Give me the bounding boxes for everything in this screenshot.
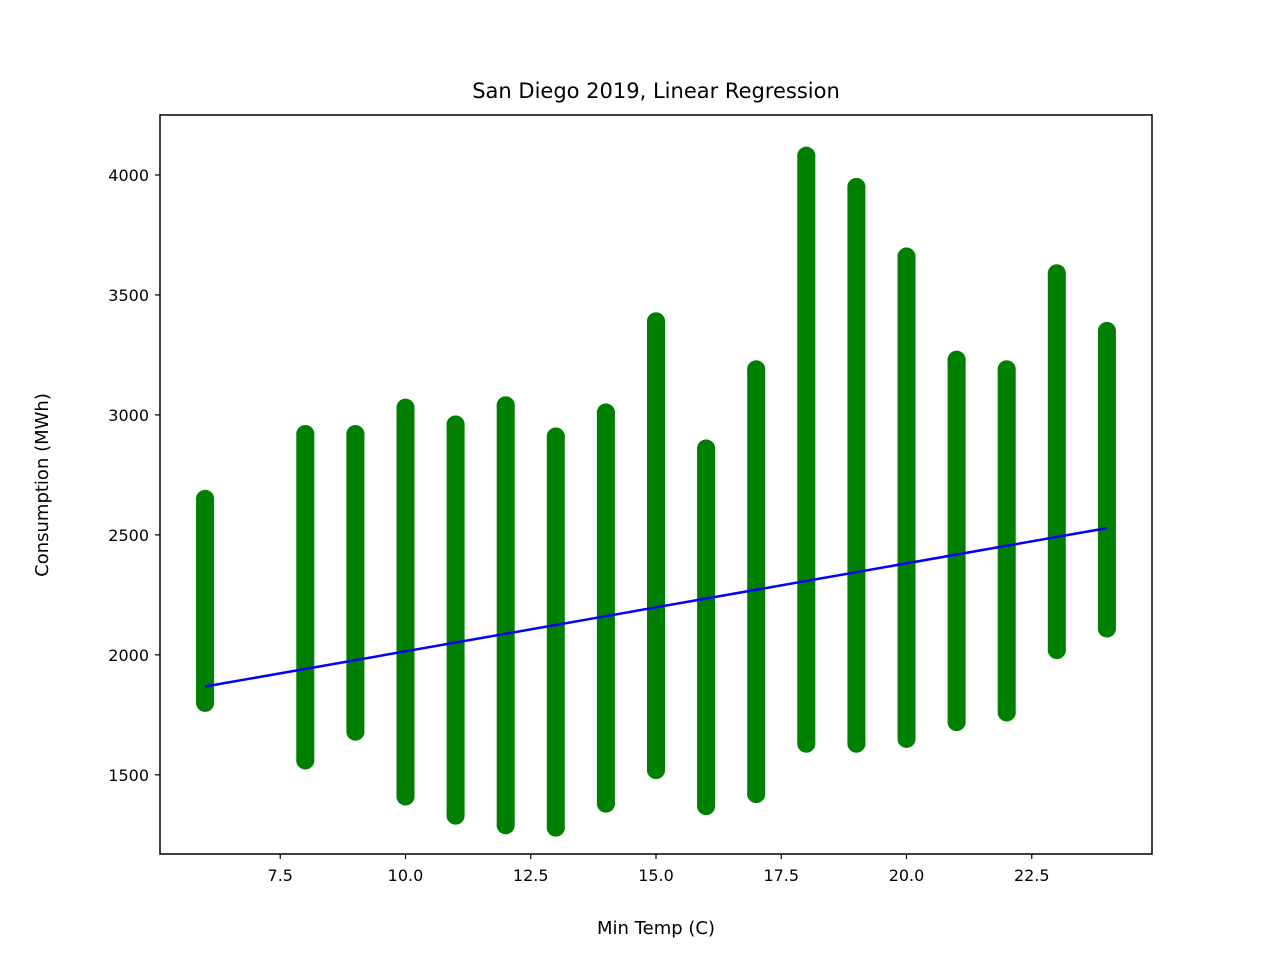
data-point (1097, 619, 1116, 638)
data-point (446, 806, 465, 825)
x-axis-ticks: 7.5 10.0 12.5 15.0 17.5 20.0 22.5 (268, 854, 1050, 885)
point-column (1047, 264, 1066, 660)
point-column (747, 360, 766, 804)
data-point (396, 787, 415, 806)
regression-line (204, 526, 1108, 688)
y-tick-label: 1500 (108, 766, 149, 785)
data-point (697, 439, 716, 458)
data-point (346, 425, 365, 444)
point-column (1097, 321, 1116, 638)
data-point (296, 425, 315, 444)
x-tick-label: 12.5 (513, 866, 549, 885)
x-tick-label: 7.5 (268, 866, 293, 885)
data-point (997, 703, 1016, 722)
y-tick-label: 3000 (108, 406, 149, 425)
data-point (1097, 321, 1116, 340)
data-point (596, 794, 615, 813)
point-column (496, 396, 515, 835)
data-point (947, 350, 966, 369)
data-point (797, 734, 816, 753)
x-tick-label: 20.0 (889, 866, 925, 885)
data-point (446, 415, 465, 434)
data-point (1047, 641, 1066, 660)
data-point (546, 818, 565, 837)
data-point (496, 816, 515, 835)
point-column (196, 489, 215, 712)
data-point (596, 403, 615, 422)
plot-marks (196, 146, 1116, 837)
data-point (847, 734, 866, 753)
point-column (296, 425, 315, 770)
data-point (697, 797, 716, 816)
y-axis-label: Consumption (MWh) (32, 393, 53, 577)
data-point (997, 360, 1016, 379)
point-column (697, 439, 716, 816)
data-point (296, 751, 315, 770)
point-column (647, 312, 665, 780)
data-point (897, 729, 916, 748)
point-column (446, 415, 465, 825)
data-point (1047, 264, 1066, 283)
data-point (647, 761, 665, 780)
data-point (396, 398, 415, 417)
data-point (947, 713, 966, 732)
data-point (847, 177, 866, 196)
point-column (997, 360, 1016, 722)
point-column (546, 427, 565, 837)
x-tick-label: 10.0 (388, 866, 424, 885)
x-tick-label: 15.0 (638, 866, 674, 885)
x-axis-label: Min Temp (C) (597, 918, 715, 939)
data-point (546, 427, 565, 446)
y-tick-label: 4000 (108, 166, 149, 185)
data-point (797, 146, 816, 165)
data-point (747, 360, 766, 379)
data-point (897, 247, 916, 266)
point-column (596, 403, 615, 813)
y-tick-label: 2500 (108, 526, 149, 545)
x-tick-label: 22.5 (1014, 866, 1050, 885)
data-point (647, 312, 665, 331)
chart-title: San Diego 2019, Linear Regression (472, 79, 840, 103)
x-tick-label: 17.5 (763, 866, 799, 885)
y-tick-label: 3500 (108, 286, 149, 305)
data-point (747, 785, 766, 804)
point-column (797, 146, 816, 753)
point-column (897, 247, 916, 748)
point-column (847, 177, 866, 753)
data-point (196, 489, 215, 508)
point-column (396, 398, 415, 806)
y-axis-ticks: 1500 2000 2500 3000 3500 4000 (108, 166, 160, 785)
point-column (346, 425, 365, 741)
data-point (196, 693, 215, 712)
data-point (346, 722, 365, 741)
data-point (496, 396, 515, 415)
point-column (947, 350, 966, 732)
y-tick-label: 2000 (108, 646, 149, 665)
